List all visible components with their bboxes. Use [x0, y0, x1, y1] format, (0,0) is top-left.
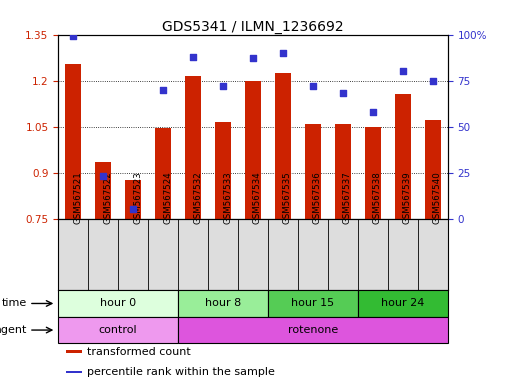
Bar	[304, 124, 321, 218]
Bar	[394, 94, 410, 218]
Bar	[178, 290, 268, 317]
Title: GDS5341 / ILMN_1236692: GDS5341 / ILMN_1236692	[162, 20, 343, 33]
Bar	[244, 81, 261, 218]
Text: hour 15: hour 15	[291, 298, 334, 308]
Text: GSM567524: GSM567524	[163, 172, 172, 224]
Point	[398, 68, 406, 74]
Text: GSM567533: GSM567533	[223, 172, 232, 224]
Point	[368, 109, 376, 115]
Bar	[268, 290, 357, 317]
Bar	[95, 162, 111, 218]
Bar	[334, 124, 350, 218]
Point	[189, 54, 197, 60]
Bar	[214, 122, 231, 218]
Bar	[364, 127, 380, 218]
Text: GSM567540: GSM567540	[432, 172, 441, 224]
Text: GSM567522: GSM567522	[103, 172, 112, 224]
Bar	[274, 73, 291, 218]
Text: GSM567521: GSM567521	[73, 172, 82, 224]
Text: GSM567539: GSM567539	[402, 172, 411, 224]
Point	[129, 206, 137, 212]
Bar	[357, 290, 447, 317]
Bar	[155, 128, 171, 218]
Text: GSM567537: GSM567537	[342, 172, 351, 224]
Text: GSM567536: GSM567536	[312, 172, 321, 224]
Text: GSM567535: GSM567535	[282, 172, 291, 224]
Point	[99, 173, 107, 179]
Bar	[58, 317, 178, 343]
Text: hour 24: hour 24	[380, 298, 424, 308]
Text: GSM567538: GSM567538	[372, 172, 381, 224]
Text: GSM567532: GSM567532	[193, 172, 201, 224]
Text: GSM567534: GSM567534	[252, 172, 262, 224]
Bar	[65, 64, 81, 218]
Text: hour 0: hour 0	[100, 298, 136, 308]
Bar	[424, 121, 440, 218]
Text: transformed count: transformed count	[87, 347, 191, 357]
Bar	[178, 317, 447, 343]
Bar	[66, 350, 81, 353]
Bar	[58, 290, 178, 317]
Bar	[125, 180, 141, 218]
Text: time: time	[2, 298, 27, 308]
Point	[219, 83, 227, 89]
Point	[278, 50, 286, 56]
Point	[159, 87, 167, 93]
Point	[308, 83, 316, 89]
Text: agent: agent	[0, 325, 27, 335]
Text: percentile rank within the sample: percentile rank within the sample	[87, 367, 275, 377]
Point	[338, 90, 346, 96]
Text: hour 8: hour 8	[205, 298, 241, 308]
Text: rotenone: rotenone	[287, 325, 337, 335]
Point	[69, 33, 77, 40]
Point	[248, 55, 257, 61]
Text: GSM567523: GSM567523	[133, 172, 142, 224]
Bar	[66, 371, 81, 373]
Text: control: control	[98, 325, 137, 335]
Bar	[184, 76, 201, 218]
Point	[428, 78, 436, 84]
